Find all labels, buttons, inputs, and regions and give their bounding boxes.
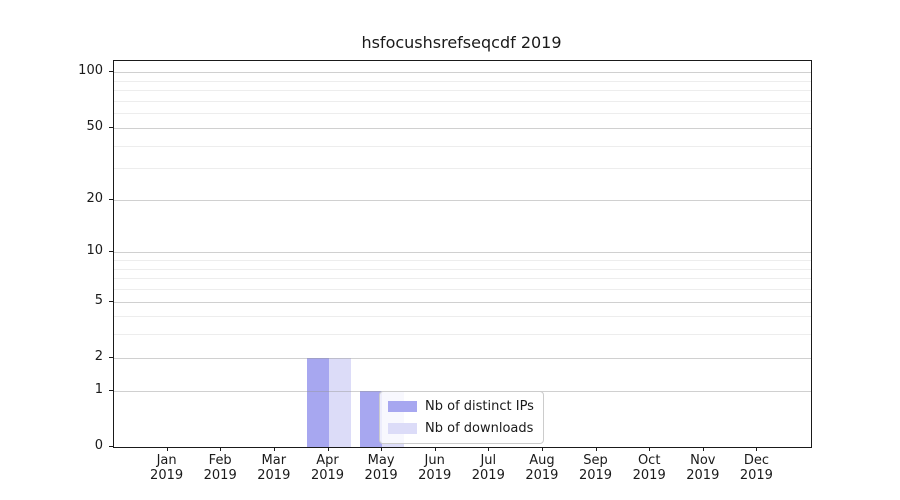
x-tick-year: 2019	[257, 468, 291, 483]
y-tick-mark-5	[109, 300, 113, 302]
y-tick-label-5: 5	[94, 292, 103, 308]
gridline-minor-9	[114, 260, 811, 261]
x-tick-month: Apr	[316, 453, 339, 468]
x-tick-month: Jan	[156, 453, 177, 468]
x-tick-label-oct: Oct 2019	[619, 453, 679, 483]
bar-distinct-ips-apr	[306, 357, 329, 447]
gridline-major-50	[114, 127, 811, 129]
x-tick-label-jan: Jan 2019	[137, 453, 197, 483]
y-tick-label-1: 1	[94, 381, 103, 397]
legend-label-downloads: Nb of downloads	[425, 421, 534, 436]
x-tick-mark-apr	[327, 447, 329, 451]
y-tick-label-20: 20	[86, 190, 103, 206]
x-tick-month: Feb	[208, 453, 232, 468]
x-tick-year: 2019	[739, 468, 773, 483]
x-tick-mark-feb	[220, 447, 222, 451]
bar-distinct-ips-may	[360, 390, 383, 447]
x-tick-label-dec: Dec 2019	[726, 453, 786, 483]
gridline-minor-7	[114, 278, 811, 280]
x-tick-label-jun: Jun 2019	[405, 453, 465, 483]
y-tick-label-100: 100	[78, 63, 103, 79]
x-tick-year: 2019	[364, 468, 398, 483]
x-tick-year: 2019	[471, 468, 505, 483]
gridline-minor-40	[114, 145, 811, 147]
gridline-major-100	[114, 72, 811, 74]
x-tick-year: 2019	[686, 468, 720, 483]
x-tick-year: 2019	[150, 468, 184, 483]
gridline-minor-70	[114, 100, 811, 102]
gridline-minor-3	[114, 334, 811, 336]
legend-swatch-distinct-ips	[388, 401, 417, 412]
x-tick-month: Mar	[261, 453, 287, 468]
x-tick-month: Sep	[583, 453, 608, 468]
x-tick-mark-jun	[434, 447, 436, 451]
gridline-minor-90	[114, 80, 811, 82]
chart-title: hsfocushsrefseqcdf 2019	[361, 33, 562, 52]
x-tick-month: Jul	[480, 453, 497, 468]
bar-downloads-apr	[328, 357, 351, 447]
y-tick-mark-1	[109, 389, 113, 391]
y-tick-mark-100	[109, 71, 113, 73]
x-tick-label-aug: Aug 2019	[512, 453, 572, 483]
x-tick-year: 2019	[525, 468, 559, 483]
y-tick-label-2: 2	[94, 348, 103, 364]
y-tick-mark-20	[109, 198, 113, 200]
y-tick-label-10: 10	[86, 243, 103, 259]
x-tick-mark-dec	[756, 447, 758, 451]
x-tick-label-mar: Mar 2019	[244, 453, 304, 483]
y-tick-label-0: 0	[94, 438, 103, 453]
plot-area: Nb of distinct IPs Nb of downloads	[113, 60, 812, 448]
x-tick-mark-may	[381, 447, 383, 451]
x-tick-month: Jun	[424, 453, 445, 468]
x-tick-month: Oct	[637, 453, 661, 468]
gridline-major-20	[114, 199, 811, 201]
x-tick-label-sep: Sep 2019	[566, 453, 626, 483]
y-tick-mark-2	[109, 356, 113, 358]
x-tick-month: May	[367, 453, 395, 468]
legend-swatch-downloads	[388, 423, 417, 434]
legend: Nb of distinct IPs Nb of downloads	[379, 391, 544, 444]
y-tick-label-50: 50	[86, 118, 103, 134]
gridline-major-10	[114, 252, 811, 254]
x-tick-month: Aug	[529, 453, 555, 468]
legend-item-distinct-ips: Nb of distinct IPs	[388, 398, 534, 415]
gridline-minor-30	[114, 168, 811, 170]
x-tick-mark-jan	[166, 447, 168, 451]
x-tick-mark-sep	[595, 447, 597, 451]
x-tick-month: Nov	[690, 453, 716, 468]
gridline-major-2	[114, 357, 811, 359]
gridline-minor-6	[114, 289, 811, 290]
x-tick-mark-mar	[273, 447, 275, 451]
y-tick-mark-50	[109, 126, 113, 128]
x-tick-mark-aug	[541, 447, 543, 451]
x-tick-year: 2019	[632, 468, 666, 483]
x-tick-label-may: May 2019	[351, 453, 411, 483]
x-tick-label-nov: Nov 2019	[673, 453, 733, 483]
x-tick-label-feb: Feb 2019	[190, 453, 250, 483]
x-tick-label-apr: Apr 2019	[298, 453, 358, 483]
gridline-minor-80	[114, 90, 811, 92]
y-tick-mark-10	[109, 251, 113, 253]
x-tick-year: 2019	[578, 468, 613, 483]
gridline-major-5	[114, 301, 811, 303]
y-tick-mark-0	[109, 446, 113, 447]
gridline-minor-8	[114, 268, 811, 270]
x-tick-year: 2019	[418, 468, 452, 483]
x-tick-mark-oct	[649, 447, 651, 451]
x-tick-year: 2019	[203, 468, 237, 483]
x-tick-month: Dec	[743, 453, 769, 468]
gridline-minor-4	[114, 316, 811, 318]
legend-label-distinct-ips: Nb of distinct IPs	[425, 399, 534, 414]
x-tick-mark-jul	[488, 447, 490, 451]
legend-item-downloads: Nb of downloads	[388, 420, 534, 437]
x-tick-year: 2019	[310, 468, 345, 483]
gridline-minor-60	[114, 113, 811, 115]
x-tick-mark-nov	[702, 447, 704, 451]
x-tick-label-jul: Jul 2019	[458, 453, 518, 483]
